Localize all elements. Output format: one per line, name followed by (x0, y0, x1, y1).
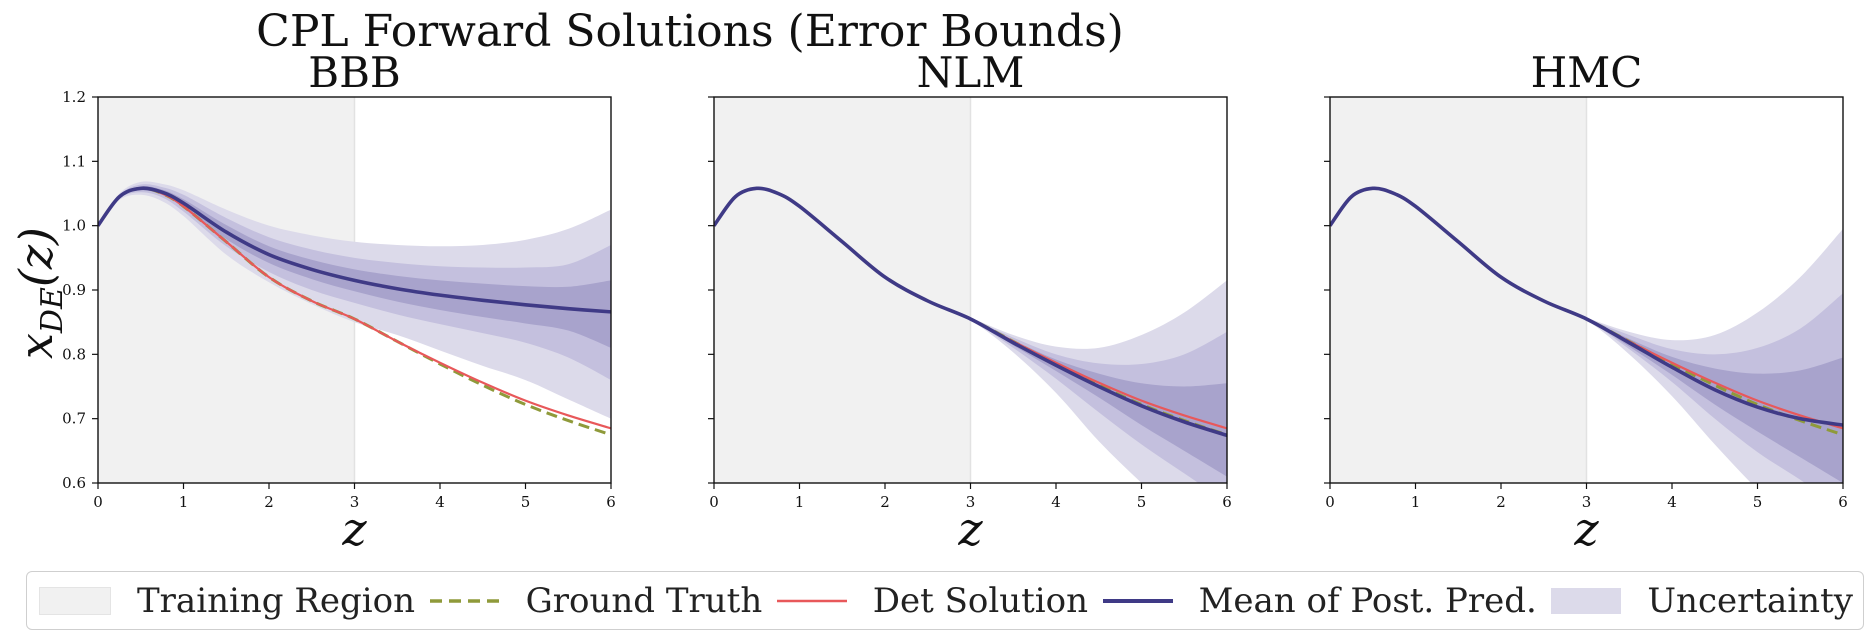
uncertainty-band-inner (98, 186, 611, 348)
y-tick-label: 0.8 (62, 345, 86, 363)
x-tick-label: 2 (1496, 493, 1506, 511)
x-tick-label: 1 (795, 493, 805, 511)
uncertainty-band-mid (1330, 188, 1843, 483)
x-tick-label: 4 (1667, 493, 1677, 511)
training-region-swatch (39, 586, 111, 615)
mean-line (1330, 186, 1843, 427)
ground-truth-swatch (429, 598, 500, 603)
mean-line (714, 186, 1227, 438)
legend-label-uncertainty: Uncertainty (1647, 580, 1853, 621)
x-tick-label: 4 (1051, 493, 1061, 511)
x-tick-label: 3 (966, 493, 976, 511)
x-tick-label: 3 (350, 493, 360, 511)
panels: 0 1 2 3 4 5 6 0.6 0.7 0.8 0.9 1.0 1.1 1.2 BBB z 0 1 2 3 4 5 6 N… (62, 48, 1848, 556)
x-tick-label: 2 (264, 493, 274, 511)
x-tick-label: 5 (521, 493, 531, 511)
training-region (714, 97, 971, 483)
uncertainty-band-mid (714, 188, 1227, 483)
plot-area (714, 186, 1227, 483)
panel-title-bbb: BBB (308, 48, 401, 97)
panel-bbb: 0 1 2 3 4 5 6 0.6 0.7 0.8 0.9 1.0 1.1 1.2 BBB z (62, 48, 616, 556)
x-tick-label: 1 (1411, 493, 1421, 511)
det-solution-swatch (776, 599, 847, 602)
legend-item-ground-truth: Ground Truth (429, 580, 763, 621)
x-axis-label: z (1573, 502, 1599, 556)
y-tick-label: 1.2 (62, 88, 86, 106)
legend-item-det-solution: Det Solution (776, 580, 1089, 621)
x-axis-label: z (341, 502, 367, 556)
x-tick-label: 2 (880, 493, 890, 511)
y-tick-label: 1.1 (62, 152, 86, 170)
y-tick-label: 0.6 (62, 474, 86, 492)
figure-title: CPL Forward Solutions (Error Bounds) (256, 6, 1124, 57)
y-tick-label: 1.0 (62, 217, 86, 235)
panel-title-hmc: HMC (1531, 48, 1643, 97)
legend-item-training: Training Region (39, 581, 415, 621)
y-axis-label: xDE(z) (9, 227, 70, 359)
legend-label-ground-truth: Ground Truth (525, 580, 763, 621)
x-tick-label: 5 (1753, 493, 1763, 511)
y-tick-label: 0.9 (62, 281, 86, 299)
x-tick-label: 6 (1838, 493, 1848, 511)
y-tick-label: 0.7 (62, 410, 86, 428)
legend-item-mean: Mean of Post. Pred. (1102, 580, 1537, 621)
x-tick-label: 0 (93, 493, 103, 511)
mean-swatch (1102, 598, 1173, 603)
x-tick-label: 5 (1137, 493, 1147, 511)
panel-hmc: 0 1 2 3 4 5 6 HMC z (1324, 48, 1848, 556)
x-tick-label: 4 (435, 493, 445, 511)
training-region (1330, 97, 1587, 483)
legend-label-det-solution: Det Solution (872, 580, 1089, 621)
x-tick-label: 3 (1582, 493, 1592, 511)
plot-area (1330, 186, 1843, 483)
mean-line (98, 186, 611, 314)
legend-label-training: Training Region (137, 580, 416, 621)
x-tick-label: 6 (1222, 493, 1232, 511)
uncertainty-swatch (1551, 587, 1622, 614)
legend-item-uncertainty: Uncertainty (1551, 581, 1853, 621)
x-tick-label: 0 (1325, 493, 1335, 511)
x-tick-label: 0 (709, 493, 719, 511)
x-tick-label: 1 (179, 493, 189, 511)
panel-nlm: 0 1 2 3 4 5 6 NLM z (708, 48, 1232, 556)
x-axis-label: z (957, 502, 983, 556)
x-tick-label: 6 (606, 493, 616, 511)
figure-canvas: CPL Forward Solutions (Error Bounds) xDE… (9, 6, 1848, 556)
panel-title-nlm: NLM (917, 48, 1025, 97)
legend-label-mean: Mean of Post. Pred. (1198, 580, 1537, 621)
legend: Training Region Ground Truth Det Solutio… (26, 571, 1864, 630)
plot-area (98, 181, 611, 437)
